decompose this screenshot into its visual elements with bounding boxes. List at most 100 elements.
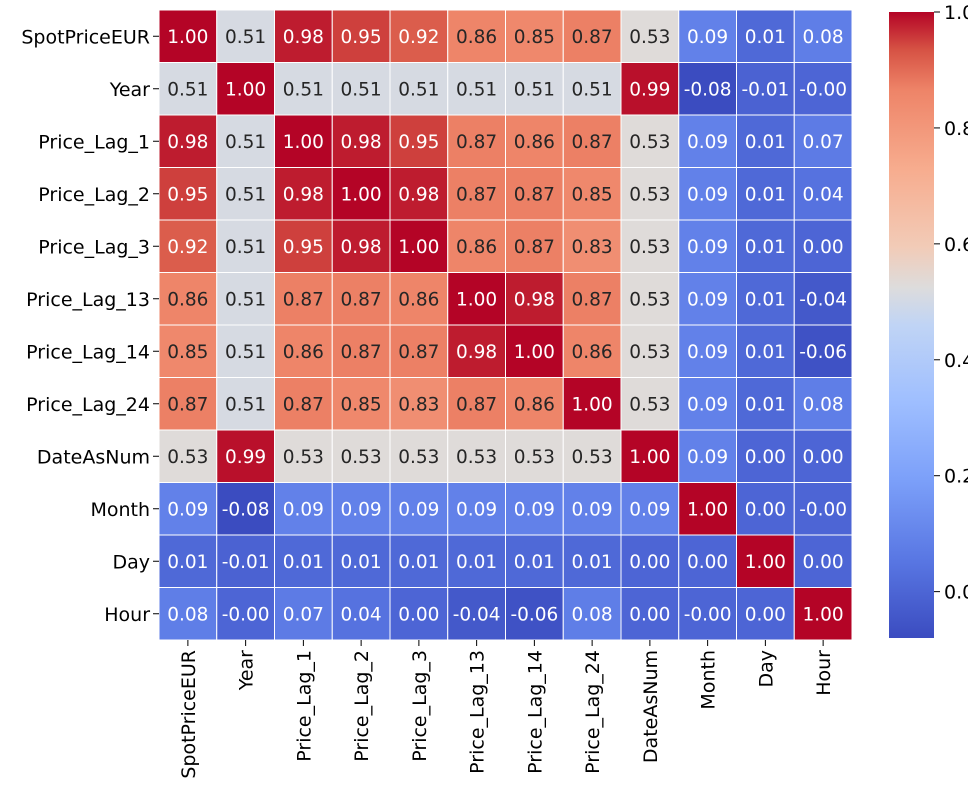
cell-value-label: 0.08 [803, 27, 844, 48]
heatmap-cell [505, 114, 564, 168]
cell-value-label: -0.04 [453, 604, 501, 625]
heatmap-cell [331, 482, 391, 536]
cell-value-label: 0.98 [341, 237, 382, 258]
heatmap-cell [331, 377, 391, 431]
heatmap-cell [389, 62, 449, 116]
row-labels: SpotPriceEUR Year Price_Lag_1 Price_Lag_2 Pr… [21, 26, 159, 626]
heatmap-cell [736, 587, 795, 641]
heatmap-cell [331, 429, 391, 483]
cell-value-label: 0.98 [167, 132, 208, 153]
colorbar-tick-label: 0.4 [944, 350, 968, 372]
cell-value-label: 1.00 [341, 184, 382, 205]
heatmap-cell [447, 324, 506, 378]
cell-value-label: 0.53 [456, 447, 497, 468]
cell-value-label: 0.85 [341, 394, 382, 415]
cell-value-label: 0.51 [225, 132, 266, 153]
cell-value-label: 0.00 [398, 604, 439, 625]
heatmap-cell [562, 219, 622, 273]
cell-value-label: -0.04 [799, 289, 847, 310]
row-label: Month [90, 499, 150, 521]
heatmap-cell [274, 324, 333, 378]
cell-value-label: 0.01 [572, 552, 613, 573]
row-label: Price_Lag_1 [38, 131, 150, 153]
cell-value-label: 0.00 [629, 552, 670, 573]
cell-value-label: 0.92 [398, 27, 439, 48]
colorbar-tick-label: 0.0 [944, 582, 968, 604]
cell-value-label: 0.09 [629, 499, 670, 520]
heatmap-cell [505, 167, 564, 221]
cell-value-label: 0.99 [225, 447, 266, 468]
cell-value-label: 0.01 [745, 237, 786, 258]
cell-value-label: 0.87 [283, 289, 324, 310]
column-label: Hour [813, 650, 835, 696]
cell-value-label: 0.01 [745, 342, 786, 363]
heatmap-cell [562, 9, 622, 63]
cell-value-label: 0.51 [341, 79, 382, 100]
cell-value-label: 0.04 [803, 184, 844, 205]
cell-value-label: 0.00 [803, 552, 844, 573]
column-label: Month [698, 650, 720, 710]
cell-value-label: 0.51 [456, 79, 497, 100]
cell-value-label: 0.95 [398, 132, 439, 153]
heatmap-cell [274, 9, 333, 63]
cell-value-label: 0.51 [225, 289, 266, 310]
cell-value-label: 0.87 [572, 132, 613, 153]
cell-value-label: 0.87 [456, 132, 497, 153]
heatmap-cell [736, 534, 795, 588]
heatmap-cell [678, 324, 737, 378]
cell-value-label: 0.98 [283, 184, 324, 205]
heatmap-cell [158, 534, 218, 588]
cell-value-label: 0.53 [398, 447, 439, 468]
column-label: Day [755, 650, 777, 688]
heatmap-cell [158, 9, 218, 63]
cell-value-label: 0.09 [283, 499, 324, 520]
cell-value-label: -0.06 [510, 604, 558, 625]
column-labels: SpotPriceEUR Year Price_Lag_1 Price_Lag_2 Pr… [178, 640, 835, 779]
column-label: Price_Lag_2 [351, 650, 373, 762]
cell-value-label: 0.09 [687, 394, 728, 415]
heatmap-cell [505, 429, 564, 483]
cell-value-label: 0.87 [283, 394, 324, 415]
cell-value-label: -0.00 [799, 499, 847, 520]
cell-value-label: 0.87 [572, 289, 613, 310]
heatmap-cell [158, 219, 218, 273]
column-label: Price_Lag_14 [524, 650, 546, 774]
cell-value-label: 1.00 [225, 79, 266, 100]
heatmap-cell [158, 377, 218, 431]
cell-value-label: 0.85 [514, 27, 555, 48]
cell-value-label: 0.85 [167, 342, 208, 363]
cell-value-label: 0.53 [629, 237, 670, 258]
colorbar-tick-label: 0.8 [944, 118, 968, 140]
heatmap-cell [620, 324, 680, 378]
row-label: Price_Lag_3 [38, 236, 150, 258]
heatmap-cell [793, 62, 853, 116]
cell-value-label: 0.53 [572, 447, 613, 468]
heatmap-cell [736, 62, 795, 116]
colorbar: 0.0 0.2 0.4 0.6 0.8 1.0 [889, 2, 968, 638]
heatmap-cell [274, 114, 333, 168]
heatmap-cell [505, 482, 564, 536]
heatmap-cell [793, 377, 853, 431]
heatmap-cell [331, 167, 391, 221]
heatmap-cell [505, 219, 564, 273]
cell-value-label: 0.86 [283, 342, 324, 363]
cell-value-label: 0.51 [225, 394, 266, 415]
cell-value-label: 0.53 [514, 447, 555, 468]
heatmap-cell [736, 482, 795, 536]
cell-value-label: 0.09 [687, 132, 728, 153]
cell-value-label: 0.86 [572, 342, 613, 363]
cell-value-label: 0.08 [803, 394, 844, 415]
heatmap-cell [736, 324, 795, 378]
cell-value-label: 0.09 [687, 289, 728, 310]
cell-value-label: 1.00 [514, 342, 555, 363]
heatmap-cell [505, 534, 564, 588]
cell-value-label: 0.86 [514, 132, 555, 153]
cell-value-label: 0.09 [167, 499, 208, 520]
heatmap-cell [678, 167, 737, 221]
cell-value-label: 0.07 [283, 604, 324, 625]
heatmap-cell [447, 429, 506, 483]
heatmap-cell [678, 482, 737, 536]
heatmap-cell [793, 272, 853, 326]
heatmap-cell [216, 429, 275, 483]
heatmap-cell [389, 324, 449, 378]
